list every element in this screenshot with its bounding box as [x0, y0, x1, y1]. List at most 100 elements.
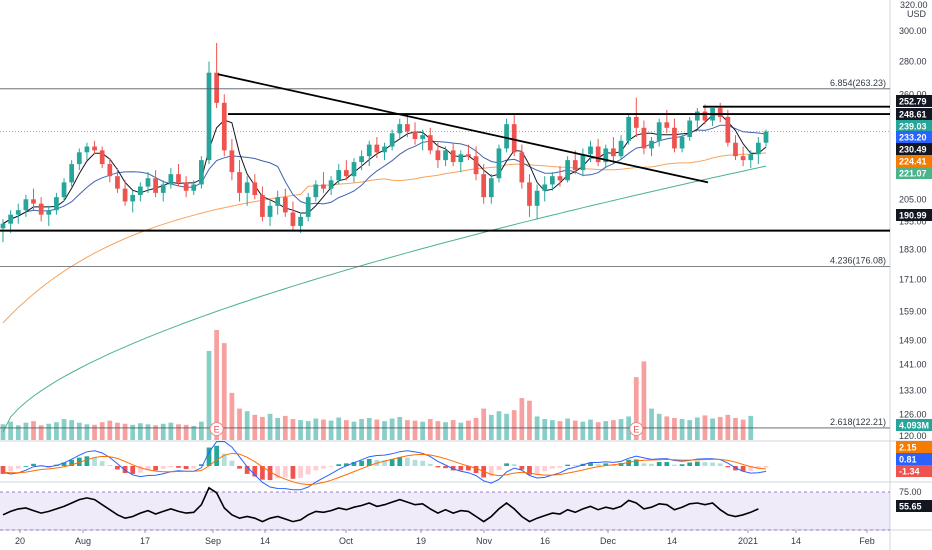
- price-tag: 233.20: [899, 133, 927, 143]
- macd-tag: 2.15: [899, 443, 917, 453]
- price-tick-label: 133.00: [899, 386, 927, 396]
- candle-body: [359, 156, 364, 163]
- volume-bar: [473, 418, 479, 440]
- price-tick-label: 280.00: [899, 56, 927, 66]
- candle-body: [656, 122, 662, 141]
- candle-body: [763, 131, 769, 143]
- price-tick-label: 195.00: [899, 216, 927, 226]
- volume-bar: [565, 418, 570, 440]
- candle-body: [702, 111, 708, 121]
- candle-body: [8, 214, 13, 224]
- macd-histogram-bar: [466, 466, 471, 471]
- time-tick-label: Oct: [339, 536, 354, 546]
- macd-histogram-bar: [305, 466, 311, 475]
- candle-body: [565, 160, 570, 181]
- macd-histogram-bar: [176, 466, 181, 468]
- volume-bar: [343, 420, 349, 440]
- volume-bar: [427, 419, 433, 440]
- macd-histogram-bar: [221, 453, 227, 466]
- candle-body: [488, 178, 494, 198]
- candle-body: [511, 124, 517, 153]
- macd-histogram-bar: [0, 466, 6, 474]
- candle-body: [549, 176, 555, 185]
- candle-body: [588, 146, 593, 155]
- macd-histogram-bar: [694, 461, 700, 466]
- time-axis[interactable]: 20 Aug 17 Sep 14 Oct 19 Nov 16 Dec 14 2021 14 Feb: [15, 530, 875, 546]
- price-tag: 230.49: [899, 145, 927, 155]
- macd-histogram-bar: [244, 466, 250, 474]
- volume-bar: [183, 424, 189, 440]
- macd-histogram-bar: [229, 460, 235, 466]
- volume-bar: [397, 416, 403, 440]
- macd-histogram-bar: [84, 456, 90, 466]
- candle-body: [458, 154, 464, 163]
- macd-histogram-bar: [649, 463, 654, 466]
- volume-bar: [244, 411, 250, 440]
- candle-body: [153, 178, 158, 193]
- candle-body: [122, 188, 128, 202]
- volume-bar: [46, 423, 52, 440]
- candle-body: [130, 195, 136, 202]
- macd-histogram-bar: [420, 460, 426, 466]
- macd-histogram-bar: [298, 466, 303, 478]
- macd-tag-bg: [896, 453, 932, 465]
- candle-body: [374, 144, 380, 153]
- macd-histogram-bar: [107, 465, 113, 466]
- candle-body: [649, 140, 654, 149]
- volume-bar: [412, 420, 418, 440]
- volume-bar: [740, 419, 746, 440]
- macd-histogram-bar: [183, 466, 189, 470]
- candle-body: [237, 172, 242, 193]
- macd-histogram-bar: [115, 466, 120, 470]
- volume-bar: [298, 420, 303, 440]
- volume-bar: [122, 423, 128, 440]
- volume-bar: [69, 420, 75, 440]
- volume-bar: [641, 361, 647, 440]
- volume-bar: [519, 398, 525, 440]
- macd-histogram-bar: [191, 466, 197, 469]
- candle-body: [405, 124, 410, 132]
- candle-body: [46, 210, 52, 215]
- volume-bar: [15, 425, 21, 440]
- volume-bar: [618, 419, 624, 440]
- volume-bar: [321, 419, 326, 440]
- volume-bar: [382, 421, 387, 440]
- macd-tag: 0.81: [899, 455, 917, 465]
- candle-body: [38, 203, 44, 215]
- macd-histogram-bar: [252, 466, 258, 477]
- candle-body: [725, 116, 731, 143]
- candle-body: [748, 154, 754, 161]
- macd-histogram-bar: [435, 466, 441, 468]
- candle-body: [69, 164, 75, 183]
- volume-bar: [443, 422, 448, 440]
- volume-bar: [420, 421, 426, 440]
- volume-bar: [481, 408, 487, 440]
- fib-level-label: 2.618(122.21): [830, 417, 886, 427]
- volume-bar: [527, 400, 532, 440]
- macd-histogram-bar: [214, 445, 220, 466]
- candle-body: [328, 180, 334, 189]
- time-tick-label: 2021: [738, 536, 758, 546]
- candle-body: [382, 146, 387, 153]
- candle-body: [199, 160, 204, 185]
- downtrend-line: [217, 73, 709, 184]
- macd-histogram-bar: [130, 466, 136, 474]
- volume-bar: [511, 410, 517, 440]
- price-tick-label: 183.00: [899, 244, 927, 254]
- volume-bar: [130, 424, 136, 440]
- candle-body: [542, 184, 548, 191]
- volume-bar: [450, 420, 456, 440]
- price-axis[interactable]: 320.00USD300.00280.00260.00240.00230.002…: [896, 0, 932, 512]
- macd-histogram-bar: [359, 460, 364, 466]
- macd-histogram-bar: [412, 459, 418, 466]
- volume-bar: [366, 418, 372, 440]
- macd-histogram-bar: [405, 457, 410, 466]
- candle-body: [519, 152, 525, 183]
- macd-histogram-bar: [656, 462, 662, 466]
- candle-body: [633, 116, 639, 128]
- volume-bar: [214, 330, 220, 440]
